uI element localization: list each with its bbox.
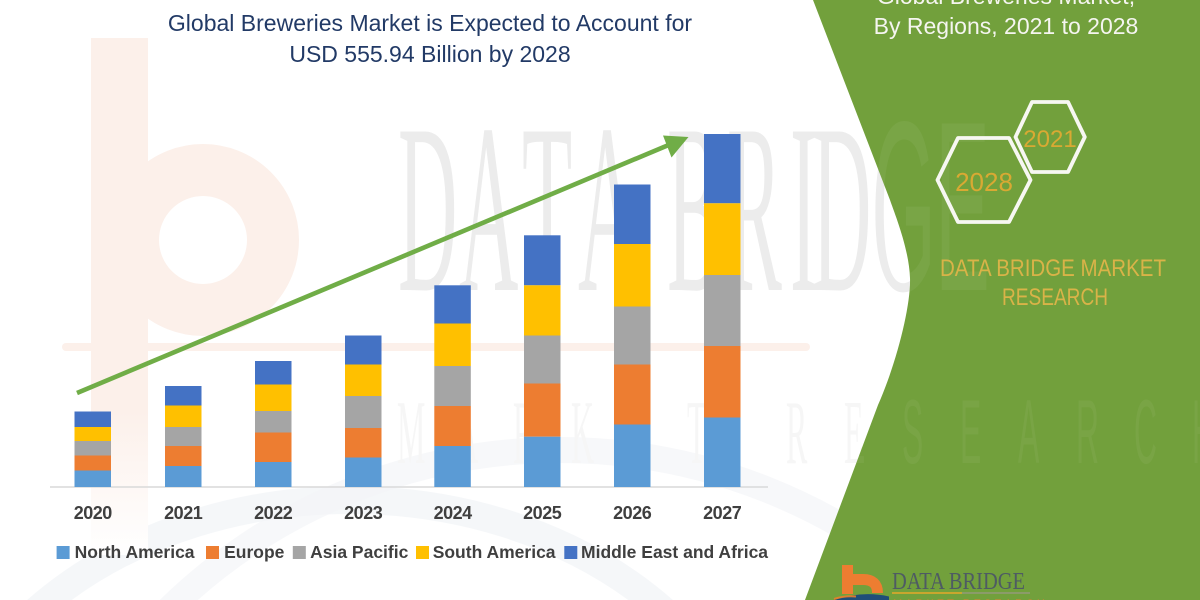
svg-text:2023: 2023: [344, 503, 383, 523]
svg-text:North America: North America: [75, 542, 195, 562]
svg-text:2022: 2022: [254, 503, 293, 523]
svg-text:South America: South America: [433, 542, 556, 562]
svg-text:Europe: Europe: [224, 542, 285, 562]
svg-text:2020: 2020: [74, 503, 113, 523]
svg-text:2021: 2021: [164, 503, 203, 523]
svg-text:2026: 2026: [613, 503, 652, 523]
svg-text:2021: 2021: [1023, 126, 1076, 153]
svg-text:RESEARCH: RESEARCH: [1002, 284, 1108, 311]
svg-text:DATA BRIDGE: DATA BRIDGE: [892, 569, 1025, 595]
svg-text:2028: 2028: [955, 167, 1013, 197]
svg-text:Global Breweries Market,: Global Breweries Market,: [877, 0, 1135, 9]
svg-text:DATA BRIDGE MARKET: DATA BRIDGE MARKET: [940, 255, 1166, 282]
svg-text:MARKET RESEARCH: MARKET RESEARCH: [893, 598, 1048, 600]
svg-text:2025: 2025: [523, 503, 562, 523]
svg-text:2024: 2024: [434, 503, 473, 523]
svg-text:2027: 2027: [703, 503, 742, 523]
svg-text:Middle East and Africa: Middle East and Africa: [581, 542, 768, 562]
svg-text:Asia Pacific: Asia Pacific: [310, 542, 409, 562]
svg-text:Global Breweries Market is Exp: Global Breweries Market is Expected to A…: [168, 10, 692, 36]
svg-text:By Regions, 2021 to 2028: By Regions, 2021 to 2028: [874, 13, 1139, 39]
svg-text:USD 555.94 Billion by 2028: USD 555.94 Billion by 2028: [289, 41, 570, 67]
